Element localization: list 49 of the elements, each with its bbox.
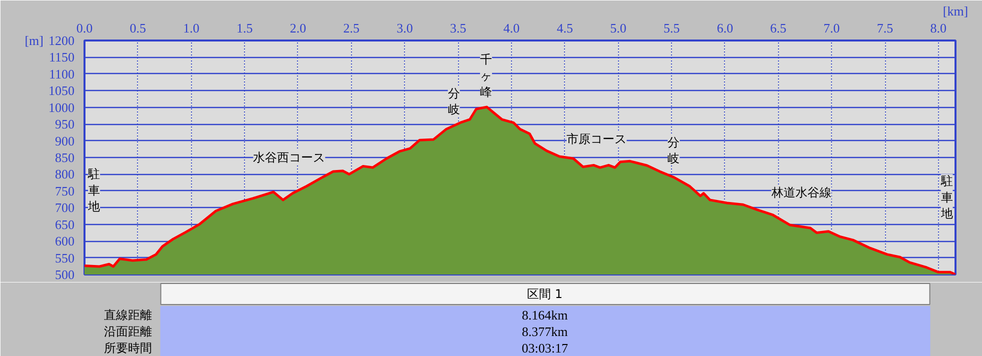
y-tick-label: 1100 (48, 66, 75, 82)
annotation: 分岐 (668, 135, 680, 166)
x-tick-label: 4.0 (503, 20, 520, 36)
text: 区間 1 (527, 287, 563, 301)
y-tick-label: 1000 (48, 100, 74, 115)
y-tick-label: 500 (55, 267, 74, 282)
y-tick-label: 950 (55, 116, 74, 132)
x-tick-label: 0.0 (76, 20, 93, 36)
x-tick-label: 0.5 (130, 20, 146, 36)
y-tick-label: 700 (55, 200, 74, 216)
x-tick-label: 7.5 (876, 20, 894, 36)
x-tick-label: 5.5 (663, 20, 680, 36)
y-tick-label: 900 (55, 133, 74, 148)
y-axis-title: [m] (24, 33, 44, 48)
annotation: 駐車地 (940, 174, 953, 220)
y-tick-label: 800 (55, 166, 74, 182)
x-tick-label: 2.0 (290, 20, 306, 36)
text: 直線距離 (104, 308, 152, 322)
x-tick-label: 8.0 (930, 20, 947, 36)
annotation: 水谷西コース (253, 150, 326, 164)
x-tick-label: 6.5 (770, 20, 786, 36)
annotation: 市原コース (566, 132, 627, 146)
y-tick-label: 1050 (48, 83, 74, 98)
annotation: 駐車地 (87, 167, 100, 214)
x-tick-label: 7.0 (824, 20, 840, 36)
text: 8.164km (522, 307, 568, 322)
x-tick-label: 6.0 (716, 20, 734, 36)
y-tick-label: 650 (55, 216, 74, 232)
text: 沿面距離 (104, 324, 152, 338)
x-tick-label: 3.0 (396, 20, 413, 36)
annotation: 林道水谷線 (770, 186, 832, 200)
x-tick-label: 4.5 (556, 20, 573, 36)
x-axis-title: [km] (942, 4, 968, 18)
y-tick-label: 1200 (48, 33, 74, 48)
x-tick-label: 1.5 (236, 20, 253, 36)
x-tick-label: 5.0 (610, 20, 626, 36)
y-tick-label: 550 (55, 250, 74, 266)
annotation: 千ヶ峰 (480, 52, 492, 99)
y-tick-label: 750 (55, 183, 74, 198)
x-tick-label: 3.5 (450, 20, 466, 36)
x-tick-label: 1.0 (183, 20, 200, 36)
annotation: 分岐 (448, 86, 460, 117)
y-tick-label: 600 (55, 234, 74, 249)
text: 03:03:17 (522, 340, 568, 356)
text: 8.377km (522, 324, 568, 339)
x-tick-label: 2.5 (343, 20, 360, 36)
y-tick-label: 850 (55, 150, 74, 165)
y-tick-label: 1150 (48, 50, 75, 65)
text: 所要時間 (104, 341, 152, 356)
